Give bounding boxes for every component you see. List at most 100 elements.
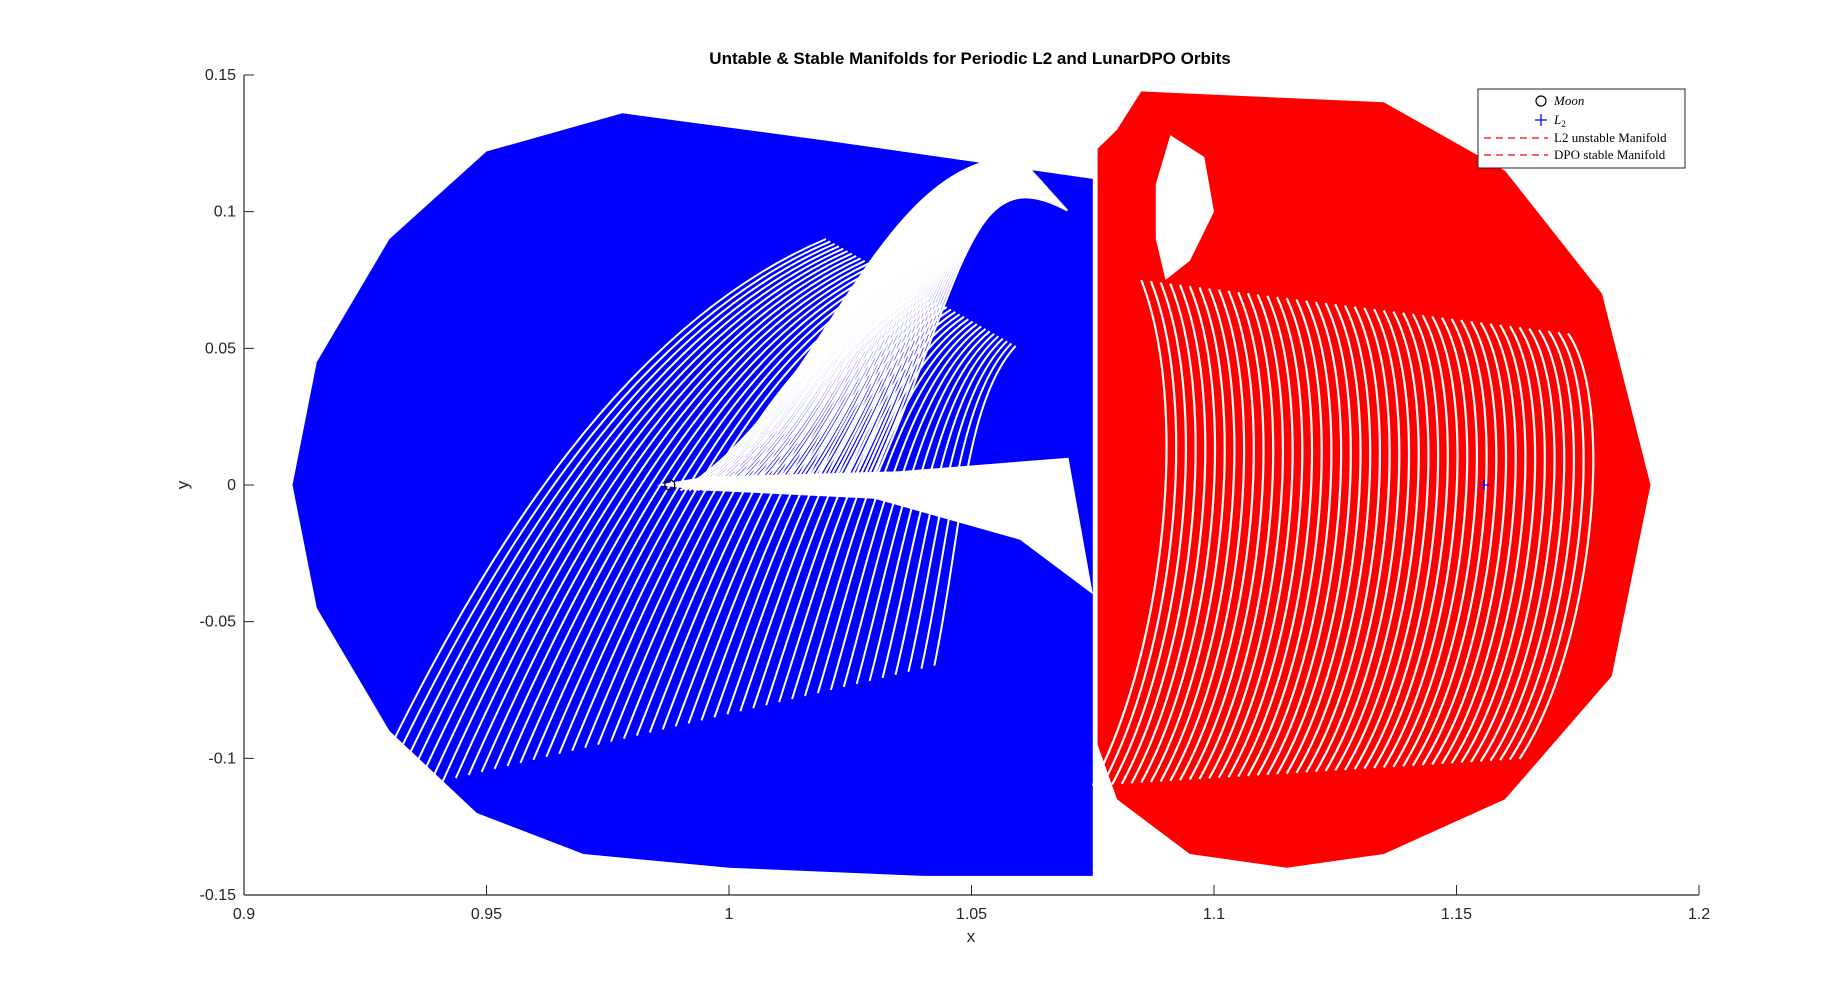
l2-manifold-trajectory [713,303,943,718]
l2-manifold-trajectory [519,267,879,764]
dpo-manifold-trajectory [1120,283,1197,785]
l2-manifold-trajectory [558,274,892,755]
x-ticks: 0.9 0.95 1 1.05 1.1 1.15 1.2 [233,885,1710,923]
legend-l2-subscript: 2 [1561,119,1566,129]
l2-manifold-trajectory [765,313,961,706]
dpo-manifold-trajectory [1305,306,1381,773]
l2-manifold-trajectory [467,257,861,776]
special-points [664,479,1490,491]
y-tick-label: 0.05 [205,340,236,357]
dpo-manifold-trajectory [1111,282,1187,785]
l2-manifold-trajectory [403,245,840,791]
dpo-manifold-trajectory [1179,290,1255,781]
dpo-manifold-trajectory [1149,286,1226,783]
dpo-manifold-trajectory [1188,291,1265,781]
l2-manifold-trajectory [687,298,935,724]
dpo-manifold-trajectory [1091,279,1168,787]
l2-manifold-trajectory [429,250,848,785]
dpo-manifold-trajectory [1479,327,1556,762]
legend-l2-label: L2 [1553,112,1566,129]
l2-manifold-trajectory [752,311,956,709]
dpo-manifold-trajectory [1217,295,1294,779]
y-axis-label: y [173,480,192,489]
legend-moon-label: Moon [1553,93,1584,108]
dpo-manifold-trajectory [1363,313,1440,770]
dpo-manifold-trajectory [1227,296,1304,778]
dpo-manifold-trajectory [1392,317,1469,768]
dpo-manifold-trajectory [1159,288,1236,782]
dpo-manifold-trajectory [1101,280,1178,786]
dpo-manifold-trajectory [1237,297,1314,778]
dpo-manifold-trajectory [1130,284,1207,784]
l2-manifold-trajectory [493,262,870,770]
dpo-manifold-trajectory [1382,315,1459,769]
l2-manifold-trajectory [480,259,866,773]
y-ticks: -0.15 -0.1 -0.05 0 0.05 0.1 0.15 [200,67,254,904]
dpo-manifold-trajectory [1276,302,1352,775]
dpo-manifold-trajectory [1198,292,1275,780]
dpo-manifold-trajectory [1246,298,1323,777]
l2-manifold-trajectory [506,264,874,767]
series-dpo-stable-manifold [1091,91,1651,868]
plot-area [292,91,1651,876]
x-tick-label: 1 [725,906,734,923]
dpo-manifold-trajectory [1266,301,1343,776]
dpo-manifold-trajectory [1460,325,1537,764]
l2-manifold-trajectory [739,308,952,712]
dpo-manifold-trajectory [1344,311,1420,771]
legend-l2-letter: L [1553,112,1561,127]
series-l2-unstable-manifold [292,113,1093,876]
dpo-manifold-trajectory [1353,312,1430,770]
legend-moon-marker-icon [1535,95,1547,107]
y-tick-label: 0.1 [214,204,236,221]
l2-manifold-trajectory [622,286,913,739]
dpo-manifold-trajectory [1402,318,1478,767]
dpo-manifold-trajectory [1314,307,1391,773]
l2-manifold-trajectory [679,155,1021,492]
l2-manifold-trajectory [700,301,939,721]
x-tick-label: 1.15 [1441,906,1472,923]
l2-manifold-trajectory [610,284,909,742]
legend-dpo-stable-label: DPO stable Manifold [1554,147,1666,162]
y-tick-label: 0.15 [205,67,236,84]
l2-manifold-trajectory [584,279,900,749]
l2-manifold-trajectory [364,238,827,800]
x-tick-label: 1.1 [1203,906,1225,923]
l2-manifold-trajectory [532,269,883,761]
l2-manifold-trajectory [390,242,836,794]
l2-manifold-trajectory [778,315,965,703]
dpo-manifold-inner-gap [1155,135,1214,280]
l2-manifold-trajectory [416,247,844,788]
legend-entry-l2-unstable: L2 unstable Manifold [1484,130,1667,145]
dpo-manifold-trajectory [1431,321,1508,765]
dpo-manifold-trajectory [1499,330,1575,761]
l2-manifold-trajectory [441,252,853,782]
dpo-manifold-trajectory [1411,319,1488,767]
dpo-manifold-trajectory [1450,324,1527,764]
moon-marker [664,479,676,491]
chart-title: Untable & Stable Manifolds for Periodic … [709,49,1230,68]
l2-manifold-trajectory [597,281,905,746]
legend: Moon L2 L2 unstable Manifold DPO stable … [1477,88,1686,169]
l2-marker [1479,480,1490,490]
x-tick-label: 1.2 [1688,906,1710,923]
dpo-manifold-trajectory [1324,308,1401,772]
y-tick-label: -0.05 [200,614,237,631]
l2-manifold-trajectory [684,157,1022,492]
dpo-manifold-trajectory [1256,300,1333,776]
l2-manifold-inner-gap [656,457,1093,595]
y-tick-label: -0.15 [200,887,237,904]
legend-entry-moon: Moon [1535,93,1584,108]
l2-manifold-trajectory [545,272,887,758]
legend-l2-plus-icon [1535,114,1547,126]
x-tick-label: 1.05 [956,906,987,923]
legend-entry-dpo-stable: DPO stable Manifold [1484,147,1666,162]
dpo-manifold-trajectory [1489,329,1566,762]
l2-manifold-trajectory [571,276,896,752]
x-axis-label: x [967,927,976,946]
dpo-manifold-envelope [1097,91,1651,868]
dpo-manifold-trajectory [1508,331,1585,761]
dpo-manifold-trajectory [1334,309,1411,772]
legend-entry-l2: L2 [1535,112,1566,129]
